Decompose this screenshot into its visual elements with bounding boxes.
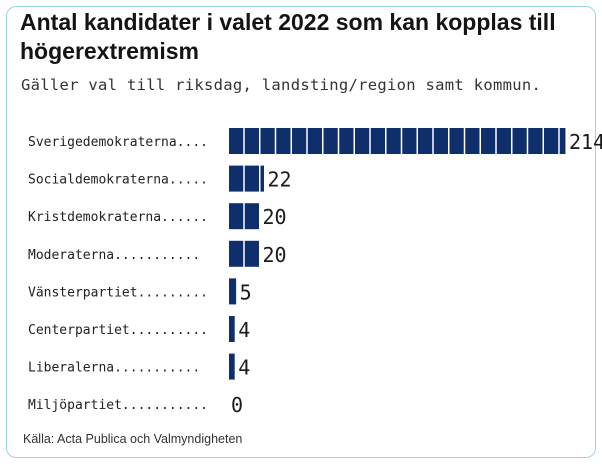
value-label: 214	[569, 130, 602, 154]
bar-block	[481, 128, 496, 154]
bar-block	[229, 165, 244, 192]
bar-block	[229, 240, 244, 267]
bar-row: Moderaterna........... 20	[28, 240, 287, 267]
bar-block	[307, 128, 322, 154]
bar-block	[292, 128, 307, 154]
category-label: Socialdemokraterna.....	[28, 173, 208, 188]
bar-block	[559, 128, 566, 154]
source-note: Källa: Acta Publica och Valmyndigheten	[23, 432, 243, 446]
bar-block	[229, 278, 237, 305]
bar-block	[528, 128, 543, 154]
bar-block	[276, 128, 291, 154]
bar-block	[244, 128, 259, 154]
bar-block	[355, 128, 370, 154]
bar-row: Kristdemokraterna...... 20	[28, 203, 287, 230]
bar-block	[229, 128, 244, 154]
category-label: Moderaterna...........	[28, 248, 200, 263]
category-label: Centerpartiet..........	[28, 323, 208, 338]
value-label: 5	[240, 280, 252, 304]
bar-block	[544, 128, 559, 154]
bar-block	[260, 165, 264, 192]
bar-row: Liberalerna........... 4	[28, 353, 250, 380]
value-label: 4	[238, 356, 250, 380]
bar-row: Miljöpartiet........... 0	[28, 393, 243, 417]
chart-subtitle: Gäller val till riksdag, landsting/regio…	[21, 76, 542, 94]
value-label: 0	[231, 393, 243, 417]
bar-row: Socialdemokraterna..... 22	[28, 165, 292, 192]
bar-block	[260, 128, 275, 154]
category-label: Miljöpartiet...........	[28, 398, 208, 413]
value-label: 20	[263, 205, 287, 229]
bar-block	[512, 128, 527, 154]
bar-block	[370, 128, 385, 154]
value-label: 4	[238, 318, 250, 342]
category-label: Vänsterpartiet.........	[28, 285, 208, 300]
bar-block	[402, 128, 417, 154]
bar-row: Vänsterpartiet......... 5	[28, 278, 252, 305]
value-label: 22	[268, 168, 292, 192]
chart-title: Antal kandidater i valet 2022 som kan ko…	[20, 9, 556, 64]
bar-block	[339, 128, 354, 154]
bar-block	[496, 128, 511, 154]
bar-block	[244, 240, 259, 267]
category-label: Sverigedemokraterna....	[28, 135, 208, 150]
bar-block	[229, 353, 235, 380]
bar-row: Sverigedemokraterna.... 214	[28, 128, 602, 154]
bar-block	[229, 203, 244, 230]
bar-block	[229, 316, 235, 342]
chart-card	[6, 6, 596, 458]
bar-block	[433, 128, 448, 154]
bar-block	[386, 128, 401, 154]
bar-block	[449, 128, 464, 154]
bar-block	[244, 165, 259, 192]
bar-block	[418, 128, 433, 154]
bar-block	[323, 128, 338, 154]
category-label: Liberalerna...........	[28, 361, 200, 376]
bar-block	[244, 203, 259, 230]
bar-block	[465, 128, 480, 154]
bar-row: Centerpartiet.......... 4	[28, 316, 250, 342]
value-label: 20	[263, 243, 287, 267]
category-label: Kristdemokraterna......	[28, 210, 208, 225]
